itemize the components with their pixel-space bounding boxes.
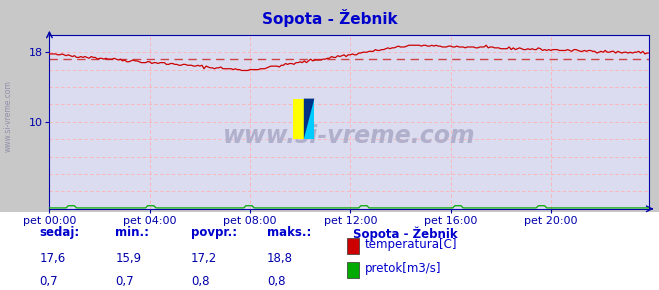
- Text: 0,7: 0,7: [115, 276, 134, 289]
- Text: 0,8: 0,8: [191, 276, 210, 289]
- Text: www.si-vreme.com: www.si-vreme.com: [3, 80, 13, 152]
- Text: 15,9: 15,9: [115, 252, 142, 265]
- Text: povpr.:: povpr.:: [191, 226, 237, 239]
- Text: min.:: min.:: [115, 226, 150, 239]
- Text: 0,7: 0,7: [40, 276, 58, 289]
- Text: 0,8: 0,8: [267, 276, 285, 289]
- Text: sedaj:: sedaj:: [40, 226, 80, 239]
- Text: Sopota - Žebnik: Sopota - Žebnik: [353, 226, 457, 241]
- Text: www.si-vreme.com: www.si-vreme.com: [223, 124, 476, 148]
- Text: maks.:: maks.:: [267, 226, 311, 239]
- Text: 18,8: 18,8: [267, 252, 293, 265]
- Text: temperatura[C]: temperatura[C]: [364, 238, 457, 251]
- Text: Sopota - Žebnik: Sopota - Žebnik: [262, 9, 397, 27]
- Text: pretok[m3/s]: pretok[m3/s]: [364, 262, 441, 275]
- Text: 17,6: 17,6: [40, 252, 66, 265]
- Text: 17,2: 17,2: [191, 252, 217, 265]
